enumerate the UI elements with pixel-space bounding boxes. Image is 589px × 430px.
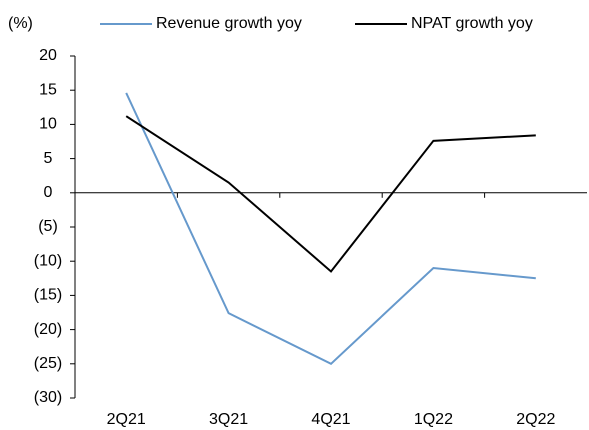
x-tick-label: 4Q21	[311, 411, 350, 428]
x-tick-label: 2Q21	[107, 411, 146, 428]
x-tick-label: 2Q22	[516, 411, 555, 428]
y-tick-label: 0	[44, 184, 53, 201]
legend-label: NPAT growth yoy	[411, 15, 533, 32]
y-tick-label: (30)	[34, 389, 62, 406]
y-tick-label: (25)	[34, 355, 62, 372]
x-tick-label: 3Q21	[209, 411, 248, 428]
y-tick-label: 20	[39, 47, 57, 64]
series-line	[125, 115, 536, 273]
y-tick-label: (5)	[38, 218, 58, 235]
y-axis-label: (%)	[8, 15, 33, 32]
y-tick-label: 15	[39, 81, 57, 98]
y-tick-label: 10	[39, 116, 57, 133]
y-tick-label: (15)	[34, 287, 62, 304]
y-tick-label: 5	[44, 150, 53, 167]
y-tick-label: (10)	[34, 252, 62, 269]
series-line	[125, 92, 536, 366]
legend-label: Revenue growth yoy	[156, 15, 302, 32]
y-tick-label: (20)	[34, 321, 62, 338]
x-tick-label: 1Q22	[414, 411, 453, 428]
